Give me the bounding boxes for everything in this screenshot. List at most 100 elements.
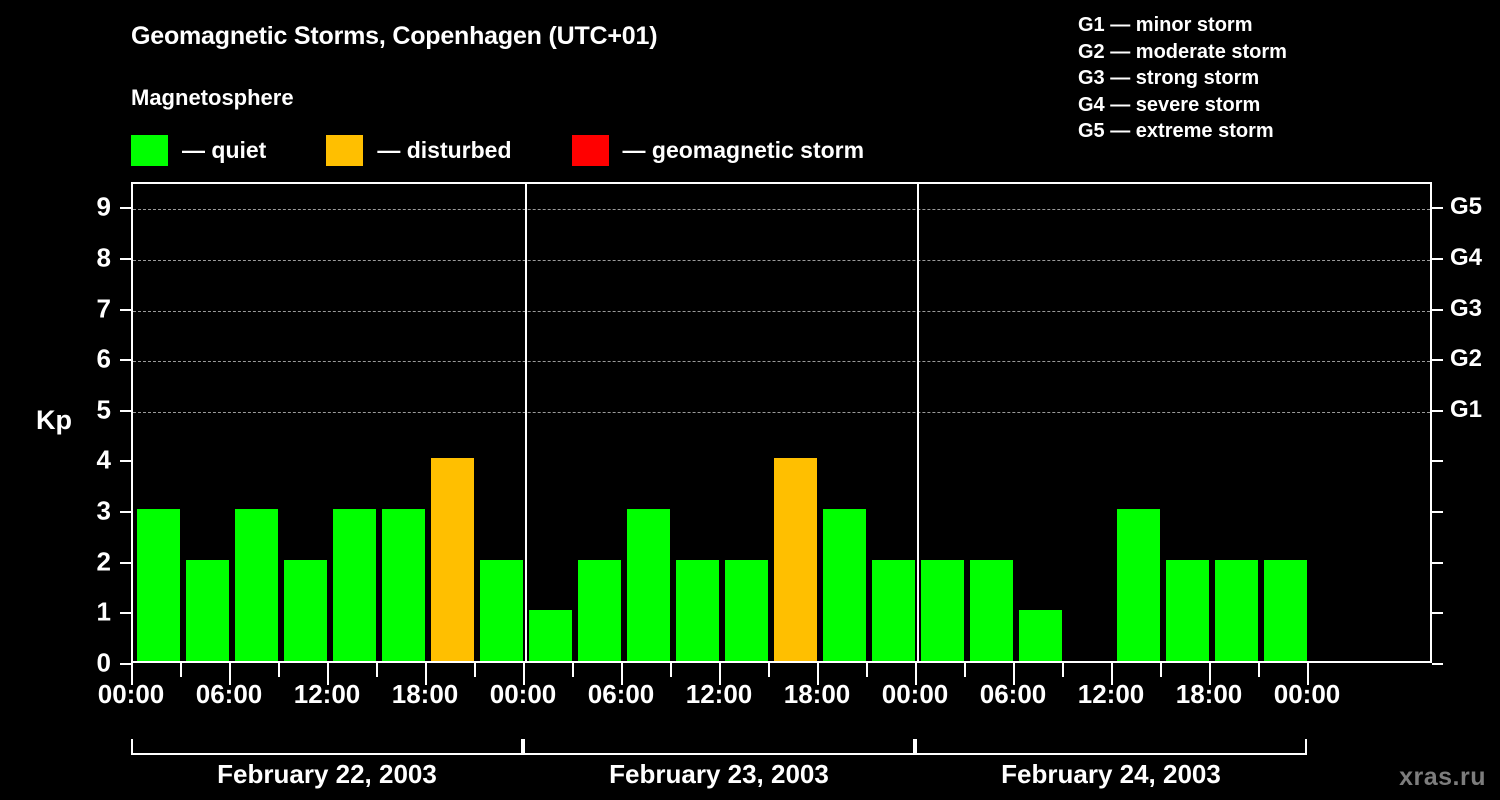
y-tick-left-2 <box>120 561 131 564</box>
y-axis-title: Kp <box>36 405 72 435</box>
y-tick-label-4: 4 <box>96 444 111 475</box>
y-tick-left-3 <box>120 511 131 514</box>
bar[interactable] <box>333 509 376 661</box>
y-tick-right-4 <box>1432 460 1443 463</box>
g-scale-legend: G1 — minor storm G2 — moderate storm G3 — … <box>1078 12 1287 145</box>
x-axis-label: 06:00 <box>979 679 1047 709</box>
y-tick-left-7 <box>120 308 131 311</box>
y-tick-right-9 <box>1432 207 1443 210</box>
bar[interactable] <box>872 559 915 661</box>
chart-subtitle: Magnetosphere <box>131 85 294 110</box>
x-tick <box>1307 663 1309 685</box>
day-bracket <box>523 753 915 755</box>
bar[interactable] <box>774 458 817 661</box>
bar[interactable] <box>480 559 523 661</box>
bar[interactable] <box>823 509 866 661</box>
bar[interactable] <box>725 559 768 661</box>
day-bracket <box>915 753 1307 755</box>
x-tick <box>621 663 623 685</box>
y-tick-label-6: 6 <box>96 343 111 374</box>
y-tick-right-6 <box>1432 359 1443 362</box>
legend-item-storm: — geomagnetic storm <box>571 134 865 166</box>
x-tick <box>1062 663 1064 677</box>
bar[interactable] <box>627 509 670 661</box>
x-axis-label: 12:00 <box>293 679 361 709</box>
x-tick <box>523 663 525 685</box>
legend-label-storm: — geomagnetic storm <box>622 136 865 163</box>
bar[interactable] <box>431 458 474 661</box>
x-tick <box>131 663 133 685</box>
x-tick <box>1209 663 1211 685</box>
day-bands: February 22, 2003 February 23, 2003 Februa… <box>131 739 1432 799</box>
y-tick-left-6 <box>120 359 131 362</box>
bar[interactable] <box>529 610 572 661</box>
bar[interactable] <box>1215 559 1258 661</box>
y-tick-label-8: 8 <box>96 242 111 273</box>
x-axis-label: 12:00 <box>685 679 753 709</box>
g-tick-label-G1: G1 <box>1450 395 1483 423</box>
x-axis-labels: 00:00 06:00 12:00 18:00 00:00 06:00 12:00 18:00… <box>0 679 1500 715</box>
y-tick-left-5 <box>120 409 131 412</box>
bar[interactable] <box>284 559 327 661</box>
g-tick-label-G2: G2 <box>1450 345 1483 373</box>
bar[interactable] <box>1166 559 1209 661</box>
x-axis-label: 06:00 <box>587 679 655 709</box>
legend-item-disturbed: — disturbed <box>326 134 512 166</box>
g-legend-row-5: G5 — extreme storm <box>1078 120 1274 142</box>
x-tick <box>474 663 476 677</box>
x-tick <box>1258 663 1260 677</box>
x-axis-label: 18:00 <box>391 679 459 709</box>
x-tick <box>817 663 819 685</box>
x-tick <box>180 663 182 677</box>
day-bracket-tip-left <box>915 739 917 755</box>
x-tick <box>376 663 378 677</box>
x-tick <box>964 663 966 677</box>
bar[interactable] <box>970 559 1013 661</box>
y-tick-label-3: 3 <box>96 495 111 526</box>
bar[interactable] <box>137 509 180 661</box>
g-tick-label-G3: G3 <box>1450 294 1483 322</box>
bar[interactable] <box>186 559 229 661</box>
y-tick-right-2 <box>1432 561 1443 564</box>
gridline-kp-5 <box>133 411 1430 413</box>
bar[interactable] <box>1117 509 1160 661</box>
bar[interactable] <box>921 559 964 661</box>
bar[interactable] <box>235 509 278 661</box>
y-tick-right-1 <box>1432 612 1443 615</box>
y-tick-label-9: 9 <box>96 191 111 222</box>
bar[interactable] <box>676 559 719 661</box>
y-tick-right-0 <box>1432 663 1443 665</box>
x-tick <box>719 663 721 685</box>
day-divider-1 <box>525 184 527 661</box>
y-tick-left-9 <box>120 207 131 210</box>
plot-area <box>131 182 1432 663</box>
day-band-2: February 23, 2003 <box>523 739 915 789</box>
day-label: February 22, 2003 <box>217 759 437 789</box>
gridline-kp-9 <box>133 209 1430 211</box>
x-axis-label: 12:00 <box>1077 679 1145 709</box>
y-tick-label-1: 1 <box>96 596 111 627</box>
g-legend-row-4: G4 — severe storm <box>1078 93 1261 116</box>
x-tick <box>670 663 672 677</box>
gridline-kp-6 <box>133 361 1430 363</box>
x-tick <box>866 663 868 677</box>
bar[interactable] <box>382 509 425 661</box>
g-legend-row-1: G1 — minor storm <box>1078 14 1253 36</box>
day-bracket-tip-right <box>913 739 915 755</box>
bar[interactable] <box>1264 559 1307 661</box>
x-tick <box>1013 663 1015 685</box>
g-legend-row-2: G2 — moderate storm <box>1078 40 1287 63</box>
g-legend-row-3: G3 — strong storm <box>1078 67 1260 89</box>
x-axis-ticks <box>131 663 1432 685</box>
watermark: xras.ru <box>1399 763 1486 791</box>
x-tick <box>1160 663 1162 677</box>
y-tick-right-7 <box>1432 308 1443 311</box>
y-tick-left-1 <box>120 612 131 615</box>
page-title: Geomagnetic Storms, Copenhagen (UTC+01) <box>131 22 658 50</box>
legend-swatch-disturbed <box>326 134 364 166</box>
bar[interactable] <box>578 559 621 661</box>
bar[interactable] <box>1019 610 1062 661</box>
day-bracket-tip-right <box>1305 739 1307 755</box>
y-tick-label-5: 5 <box>96 394 111 425</box>
